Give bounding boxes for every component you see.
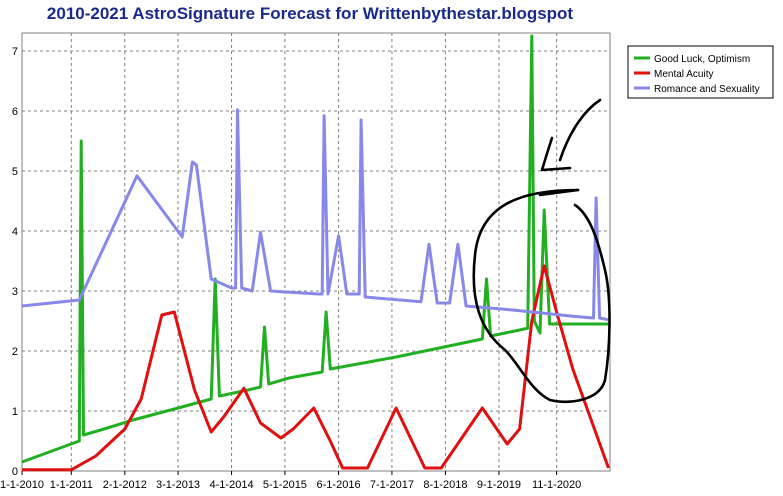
- legend-label: Good Luck, Optimism: [654, 54, 750, 65]
- x-tick-label: 8-1-2018: [423, 479, 467, 491]
- legend-label: Romance and Sexuality: [654, 84, 760, 95]
- y-tick-label: 2: [12, 346, 18, 358]
- annotation-line: [538, 188, 580, 197]
- y-tick-label: 5: [12, 166, 18, 178]
- legend: Good Luck, Optimism Mental Acuity Romance …: [627, 45, 774, 99]
- y-tick-label: 6: [12, 106, 18, 118]
- x-tick-label: 1-1-2011: [50, 479, 93, 491]
- x-tick-label: 2-1-2012: [103, 479, 147, 491]
- x-tick-label: 6-1-2016: [317, 479, 361, 491]
- plot-area: [21, 32, 611, 472]
- x-tick-label: 3-1-2013: [156, 479, 200, 491]
- legend-label: Mental Acuity: [654, 69, 713, 80]
- annotation-circle: [472, 188, 611, 404]
- y-tick-label: 3: [12, 286, 18, 298]
- series-line: [22, 264, 610, 472]
- series-line: [21, 34, 609, 464]
- hand-drawn-annotation: [472, 98, 611, 404]
- x-tick-label: 5-1-2015: [263, 479, 307, 491]
- axis-layer: 0 1 2 3 4 5 6 7 1-1-2010 1-1-2011 2-1-2012 3-1-2013…: [0, 46, 581, 491]
- x-tick-label: 1-1-2010: [0, 479, 44, 491]
- x-tick-label: 4-1-2014: [210, 479, 254, 491]
- x-tick-label: 9-1-2019: [477, 479, 521, 491]
- chart-title: 2010-2021 AstroSignature Forecast for Wr…: [46, 4, 574, 23]
- x-tick-label: 11-1-2020: [532, 479, 581, 491]
- grid-layer: [21, 32, 611, 472]
- y-tick-label: 4: [12, 226, 18, 238]
- y-tick-label: 7: [12, 46, 18, 58]
- series-line: [21, 108, 609, 322]
- y-tick-label: 1: [12, 406, 18, 418]
- x-tick-label: 7-1-2017: [370, 479, 414, 491]
- annotation-arrow: [540, 98, 602, 172]
- series-layer: [21, 34, 610, 472]
- legend-box: [627, 45, 774, 99]
- y-tick-label: 0: [12, 466, 18, 478]
